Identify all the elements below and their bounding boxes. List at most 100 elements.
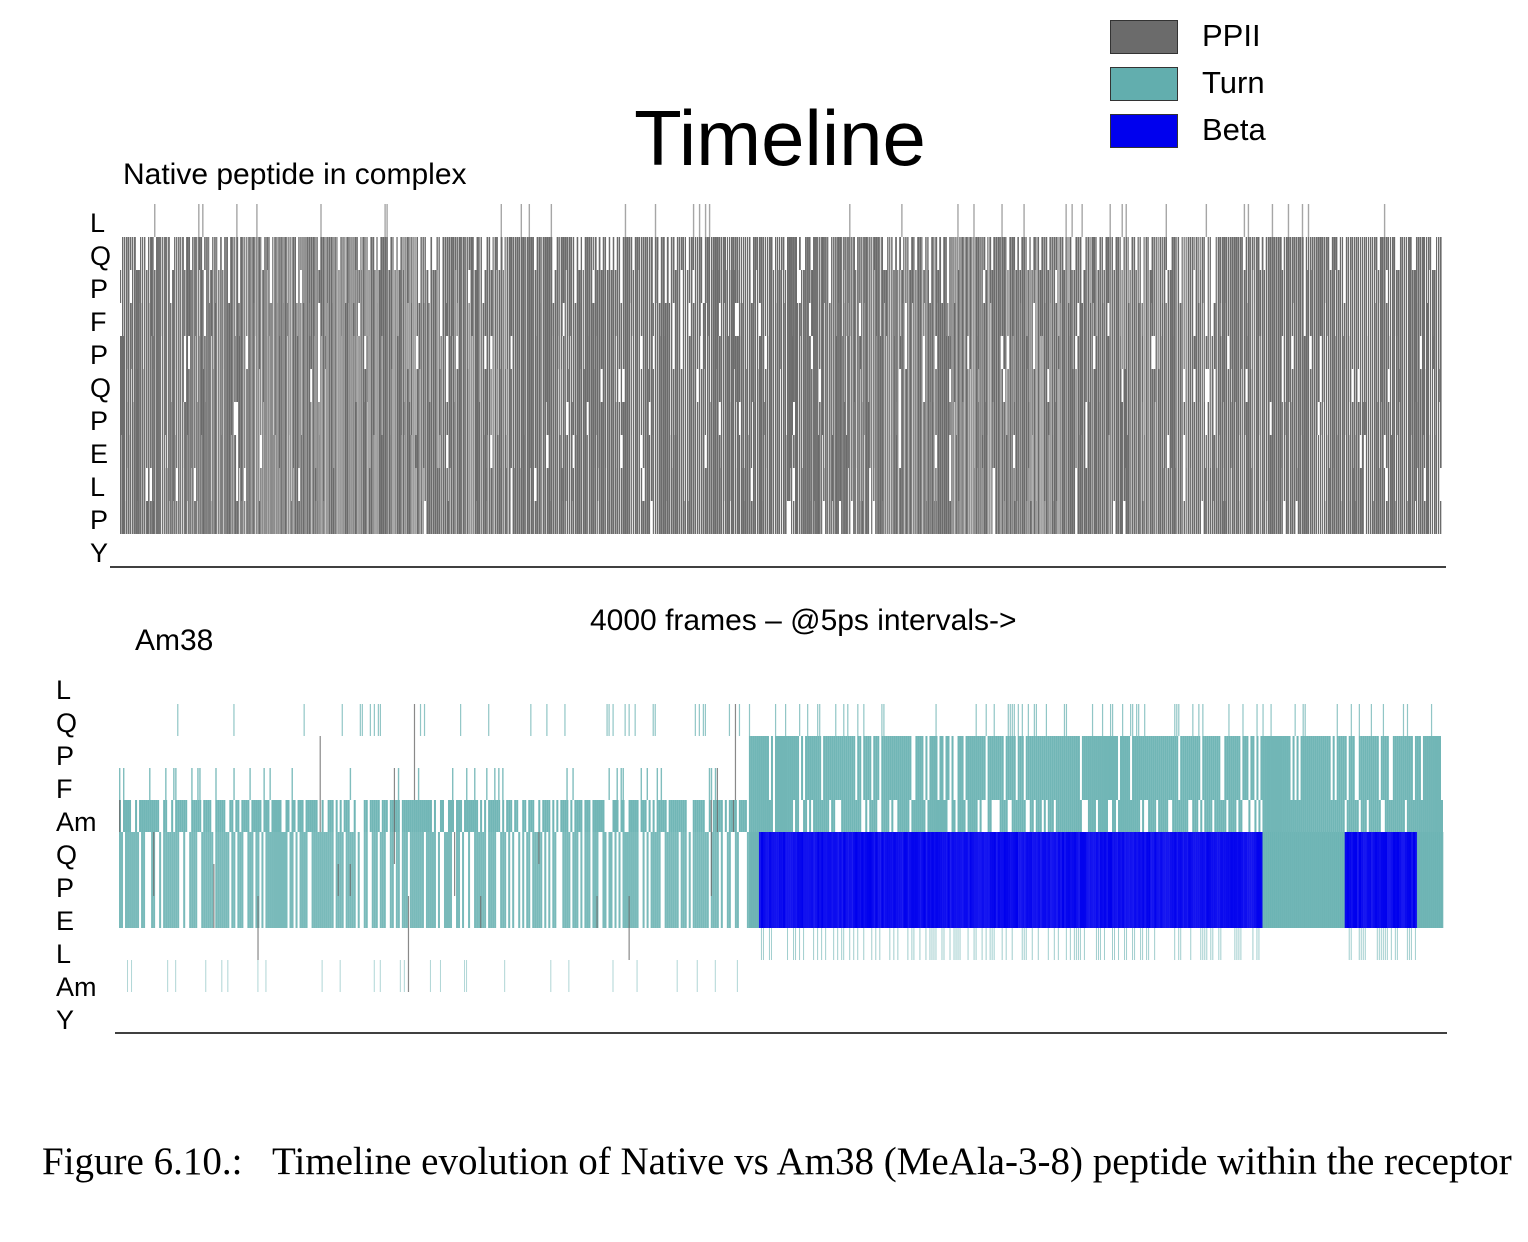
- ppii-mark: [1387, 336, 1390, 369]
- beta-mark: [1190, 832, 1193, 928]
- turn-mark: [1136, 704, 1138, 736]
- turn-mark: [570, 800, 573, 832]
- ppii-mark: [350, 237, 352, 534]
- turn-mark: [787, 736, 790, 800]
- beta-mark: [855, 832, 858, 928]
- ppii-mark: [288, 435, 290, 534]
- turn-mark: [540, 832, 543, 928]
- ppii-mark: [1209, 237, 1211, 270]
- beta-mark: [1396, 832, 1400, 928]
- turn-mark: [728, 704, 731, 736]
- turn-mark: [1364, 736, 1367, 800]
- turn-mark: [881, 736, 884, 800]
- ppii-mark: [308, 303, 310, 336]
- ppii-mark: [130, 303, 132, 369]
- turn-mark: [875, 736, 878, 800]
- turn-mark: [993, 704, 995, 736]
- turn-mark: [1122, 800, 1125, 832]
- turn-mark: [1176, 736, 1179, 800]
- beta-mark: [1061, 832, 1065, 928]
- turn-mark: [173, 768, 175, 800]
- ppii-mark: [550, 237, 553, 336]
- ppii-mark: [656, 237, 659, 270]
- ppii-mark: [1157, 237, 1159, 369]
- turn-mark: [877, 736, 880, 800]
- ppii-mark: [1375, 402, 1378, 534]
- ppii-mark: [1237, 435, 1239, 501]
- turn-mark: [1310, 800, 1313, 832]
- turn-mark: [357, 832, 360, 928]
- turn-mark: [1310, 832, 1313, 928]
- turn-mark: [760, 800, 763, 832]
- ppii-mark: [1387, 435, 1390, 534]
- beta-mark: [1248, 832, 1251, 928]
- turn-mark: [845, 736, 848, 800]
- ppii-mark: [885, 336, 887, 534]
- turn-mark: [1362, 736, 1365, 800]
- ppii-mark: [1079, 435, 1082, 534]
- residue-label: L: [90, 472, 106, 502]
- turn-mark: [1043, 736, 1046, 800]
- ppii-mark: [308, 237, 310, 303]
- ppii-mark: [234, 237, 236, 336]
- turn-mark: [1362, 928, 1364, 960]
- beta-mark: [1118, 832, 1121, 928]
- turn-mark: [1440, 800, 1443, 832]
- ppii-mark: [1059, 237, 1061, 303]
- ppii-mark: [1175, 237, 1177, 534]
- ppii-mark: [210, 501, 212, 534]
- turn-mark: [825, 736, 828, 800]
- turn-mark: [1214, 800, 1217, 832]
- turn-mark: [419, 800, 422, 832]
- ppii-mark: [776, 270, 779, 534]
- turn-mark: [1402, 704, 1405, 736]
- turn-mark: [301, 832, 304, 928]
- ppii-mark: [1193, 336, 1196, 369]
- ppii-mark: [694, 402, 697, 534]
- turn-mark: [1188, 736, 1191, 800]
- ppii-mark: [672, 435, 675, 534]
- ppii-mark: [1119, 336, 1121, 369]
- ppii-mark: [390, 237, 393, 369]
- turn-mark: [795, 800, 798, 832]
- ppii-mark: [632, 270, 635, 534]
- turn-mark: [841, 928, 843, 960]
- turn-mark: [131, 832, 134, 928]
- turn-mark: [1138, 800, 1141, 832]
- beta-mark: [793, 832, 796, 928]
- turn-mark: [981, 928, 983, 960]
- turn-mark: [1001, 800, 1004, 832]
- turn-mark: [1132, 704, 1134, 736]
- ppii-mark: [308, 336, 311, 534]
- ppii-mark: [356, 336, 358, 534]
- residue-label: Q: [56, 708, 78, 738]
- turn-mark: [881, 704, 883, 736]
- turn-mark: [720, 832, 723, 928]
- ppii-mark: [1043, 501, 1045, 534]
- ppii-mark: [977, 369, 979, 402]
- ppii-mark: [1301, 435, 1304, 534]
- turn-mark: [383, 832, 386, 928]
- turn-mark: [474, 832, 477, 928]
- ppii-mark: [1219, 336, 1222, 402]
- residue-label: L: [56, 675, 72, 705]
- turn-mark: [873, 800, 876, 832]
- ppii-mark: [318, 402, 320, 435]
- turn-mark: [919, 736, 922, 800]
- turn-mark: [1206, 736, 1209, 800]
- beta-mark: [959, 832, 962, 928]
- turn-mark: [273, 800, 276, 832]
- turn-mark: [307, 800, 310, 832]
- turn-mark: [825, 800, 828, 832]
- ppii-mark: [596, 501, 598, 534]
- turn-mark: [893, 736, 896, 800]
- ppii-mark: [119, 800, 121, 832]
- turn-mark: [377, 704, 379, 736]
- ppii-mark: [1419, 237, 1422, 336]
- turn-mark: [754, 736, 757, 800]
- ppii-mark: [407, 896, 410, 992]
- ppii-mark: [386, 204, 388, 237]
- turn-mark: [1118, 800, 1121, 832]
- turn-mark: [1095, 928, 1097, 960]
- turn-mark: [488, 832, 491, 928]
